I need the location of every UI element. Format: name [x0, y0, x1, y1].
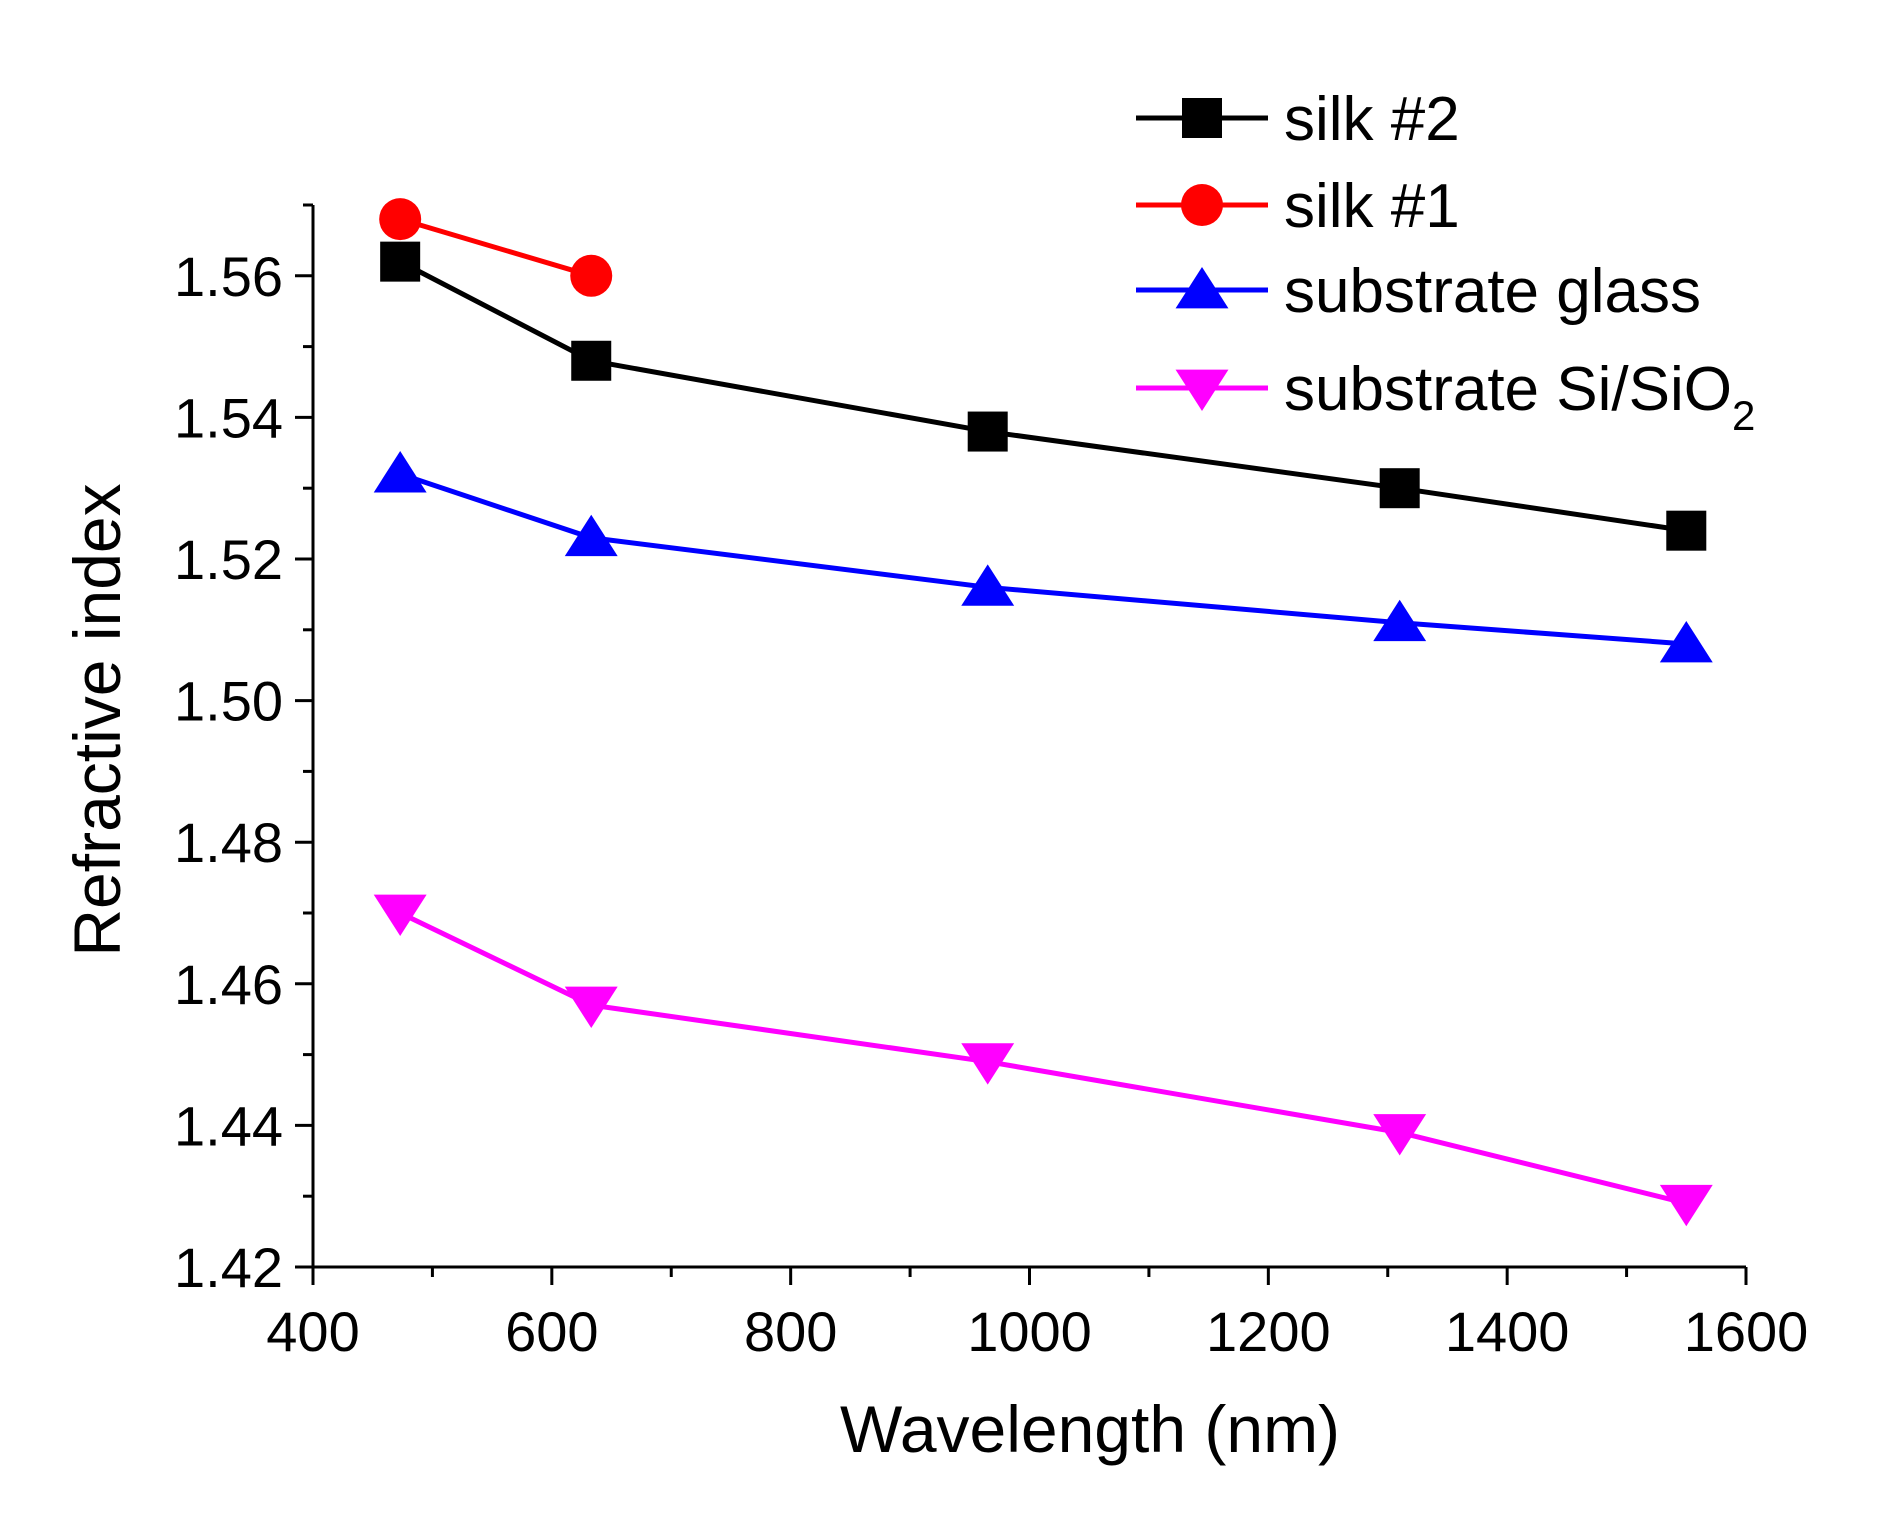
- legend-label-subscript: 2: [1732, 392, 1755, 439]
- legend-swatch-marker: [1175, 267, 1229, 309]
- legend-label-text: substrate Si/SiO: [1284, 355, 1732, 424]
- legend-label: substrate glass: [1284, 257, 1701, 326]
- data-point: [961, 1043, 1015, 1085]
- data-point: [1373, 599, 1427, 642]
- legend-label: substrate Si/SiO2: [1284, 355, 1755, 439]
- legend-label-text: silk #2: [1284, 85, 1460, 154]
- x-tick-label: 1400: [1445, 1300, 1570, 1363]
- x-tick-label: 800: [744, 1300, 837, 1363]
- legend-item: silk #1: [1136, 172, 1460, 241]
- x-axis-label: Wavelength (nm): [840, 1392, 1340, 1466]
- legend-item: substrate Si/SiO2: [1136, 355, 1755, 439]
- data-point: [564, 514, 618, 557]
- data-point: [379, 198, 422, 241]
- x-tick-label: 1000: [967, 1300, 1092, 1363]
- data-point: [571, 340, 612, 381]
- legend-label-text: silk #1: [1284, 172, 1460, 241]
- legend-label-text: substrate glass: [1284, 257, 1701, 326]
- series-substrate-glass: [373, 451, 1713, 663]
- x-tick-label: 400: [266, 1300, 359, 1363]
- series-line: [399, 910, 1687, 1206]
- legend-label: silk #1: [1284, 172, 1460, 241]
- y-tick-label: 1.42: [174, 1236, 283, 1299]
- legend-item: substrate glass: [1136, 257, 1701, 326]
- y-tick-label: 1.52: [174, 528, 283, 591]
- legend-item: silk #2: [1136, 85, 1460, 154]
- data-point: [1659, 1184, 1713, 1227]
- series-substrate-si-sio2: [373, 894, 1713, 1227]
- legend: silk #2 silk #1 substrate glass substrate S…: [1136, 85, 1755, 439]
- data-point: [373, 894, 427, 936]
- y-tick-label: 1.44: [174, 1094, 283, 1157]
- series-line: [399, 216, 592, 279]
- series-silk-2: [380, 241, 1707, 551]
- data-point: [380, 241, 421, 282]
- data-point: [570, 254, 613, 297]
- data-point: [564, 986, 618, 1029]
- x-tick-label: 1200: [1206, 1300, 1331, 1363]
- x-tick-label: 1600: [1684, 1300, 1809, 1363]
- y-axis-label: Refractive index: [60, 483, 134, 956]
- axes: 400 600 800 1000 1200 1400 1600 1.42 1.44 1.46 1.4…: [174, 203, 1809, 1363]
- series-silk-1: [379, 198, 613, 297]
- y-tick-label: 1.54: [174, 386, 283, 449]
- y-tick-label: 1.48: [174, 811, 283, 874]
- y-tick-label: 1.50: [174, 670, 283, 733]
- data-point: [1373, 1114, 1427, 1156]
- legend-label: silk #2: [1284, 85, 1460, 154]
- data-point: [1659, 620, 1713, 663]
- legend-swatch-marker: [1175, 369, 1229, 411]
- data-point: [967, 411, 1008, 452]
- y-tick-label: 1.56: [174, 245, 283, 308]
- data-point: [961, 564, 1015, 606]
- data-point: [1666, 510, 1707, 551]
- x-tick-label: 600: [505, 1300, 598, 1363]
- legend-swatch-marker: [1182, 98, 1222, 138]
- y-tick-label: 1.46: [174, 953, 283, 1016]
- series-line: [399, 471, 1687, 647]
- legend-swatch-marker: [1181, 184, 1223, 226]
- data-point: [373, 451, 427, 493]
- data-point: [1379, 468, 1420, 509]
- series-layer: [373, 198, 1713, 1227]
